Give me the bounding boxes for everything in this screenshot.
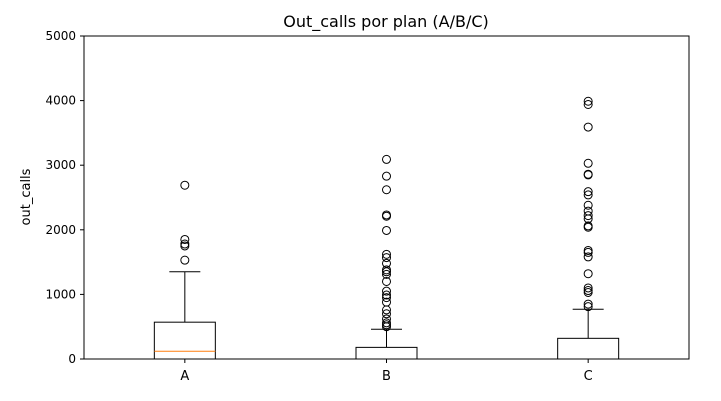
outlier-point — [583, 287, 593, 297]
y-tick-label: 2000 — [45, 223, 76, 237]
box-A — [153, 180, 216, 360]
outlier-point — [180, 234, 190, 244]
outlier-point — [583, 283, 593, 293]
outlier-point — [583, 302, 593, 312]
outlier-point — [583, 169, 593, 179]
x-tick-label: B — [382, 369, 391, 384]
outlier-point — [180, 239, 190, 249]
y-tick-label: 4000 — [45, 94, 76, 108]
outlier-point — [382, 286, 391, 296]
outlier-point — [583, 190, 593, 200]
outlier-point — [382, 309, 391, 319]
iqr-box — [153, 321, 216, 360]
outlier-point — [583, 247, 593, 257]
outlier-point — [583, 200, 593, 210]
chart-title: Out_calls por plan (A/B/C) — [283, 12, 489, 32]
outlier-point — [382, 210, 391, 220]
y-tick-label: 5000 — [45, 29, 76, 43]
x-tick-label: C — [584, 369, 593, 384]
outlier-point — [382, 225, 391, 235]
outlier-point — [180, 255, 190, 265]
outlier-point — [382, 269, 391, 279]
plot-frame — [83, 35, 690, 360]
outlier-point — [583, 187, 593, 197]
outlier-point — [583, 158, 593, 168]
x-axis-ticks: A B C — [180, 359, 593, 384]
outlier-point — [583, 299, 593, 309]
y-tick-label: 1000 — [45, 287, 76, 301]
outlier-point — [382, 293, 391, 303]
outlier-point — [382, 314, 391, 324]
outlier-point — [382, 253, 391, 263]
outlier-point — [583, 269, 593, 279]
x-tick-label: A — [180, 369, 189, 384]
outlier-point — [583, 99, 593, 109]
iqr-box — [355, 346, 418, 360]
outlier-point — [583, 206, 593, 216]
outlier-point — [180, 180, 190, 190]
outlier-point — [583, 221, 593, 231]
y-axis-ticks: 0 1000 2000 3000 4000 5000 — [45, 29, 84, 366]
outlier-point — [583, 122, 593, 132]
outlier-point — [583, 245, 593, 255]
outlier-point — [382, 297, 391, 307]
outlier-point — [382, 154, 391, 164]
outlier-point — [382, 290, 391, 300]
outlier-point — [382, 265, 391, 275]
outlier-point — [583, 96, 593, 106]
outlier-point — [583, 252, 593, 262]
outlier-point — [382, 249, 391, 259]
outlier-point — [382, 276, 391, 286]
outlier-point — [382, 185, 391, 195]
outlier-point — [382, 318, 391, 328]
outlier-point — [382, 258, 391, 268]
box-B — [355, 154, 418, 360]
y-tick-label: 0 — [68, 352, 76, 366]
outlier-point — [583, 211, 593, 221]
boxes-group — [153, 96, 620, 360]
outlier-point — [583, 286, 593, 296]
box-C — [557, 96, 620, 360]
y-tick-label: 3000 — [45, 158, 76, 172]
y-axis-label: out_calls — [19, 168, 34, 225]
outlier-point — [382, 171, 391, 181]
iqr-box — [557, 337, 620, 360]
